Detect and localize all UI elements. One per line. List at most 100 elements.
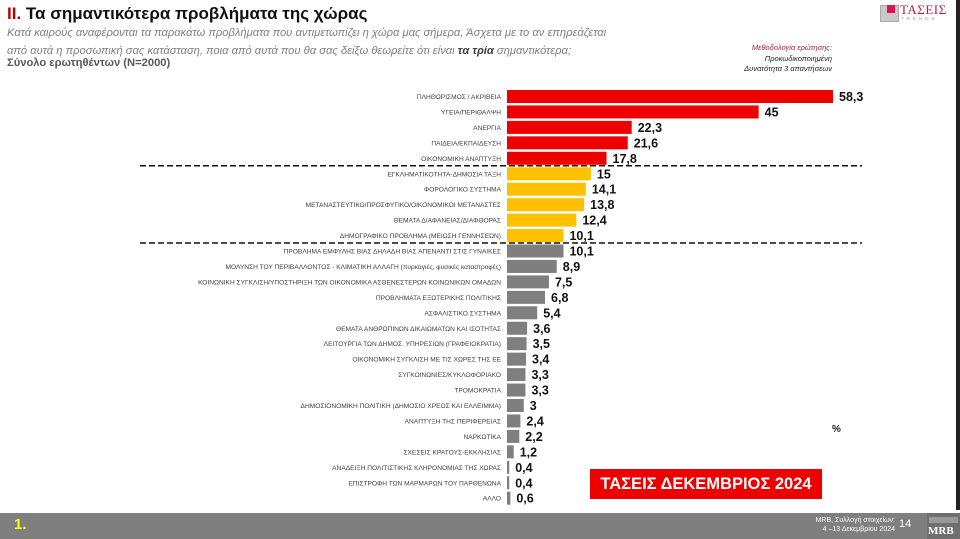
bar (507, 151, 607, 165)
bar (507, 352, 527, 366)
bar (507, 229, 564, 243)
category-label: ΕΓΚΛΗΜΑΤΙΚΟΤΗΤΑ-ΔΗΜΟΣΙΑ ΤΑΞΗ (387, 171, 501, 178)
sample-size: Σύνολο ερωτηθέντων (N=2000) (7, 57, 171, 69)
category-label: ΑΝΑΔΕΙΞΗ ΠΟΛΙΤΙΣΤΙΚΗΣ ΚΛΗΡΟΝΟΜΙΑΣ ΤΗΣ ΧΩ… (332, 465, 501, 472)
slide-number: 1. (14, 516, 27, 533)
value-label: 13,8 (590, 198, 614, 212)
bar (507, 120, 632, 134)
bar (507, 90, 833, 103)
bar (507, 337, 527, 351)
category-label: ΔΗΜΟΓΡΑΦΙΚΟ ΠΡΟΒΛΗΜΑ (ΜΕΙΩΣΗ ΓΕΝΝΗΣΕΩΝ) (340, 233, 501, 240)
category-label: ΥΓΕΙΑ/ΠΕΡΙΘΑΛΨΗ (441, 109, 501, 116)
category-label: ΝΑΡΚΩΤΙΚΑ (463, 434, 501, 441)
value-label: 3 (530, 399, 537, 413)
logo-tagline: TRENDS (901, 16, 938, 21)
bar (507, 383, 526, 397)
category-label: ΚΟΙΝΩΝΙΚΗ ΣΥΓΚΛΙΣΗ/ΥΠΟΣΤΗΡΙΞΗ ΤΩΝ ΟΙΚΟΝΟ… (198, 279, 501, 286)
category-label: ΣΧΕΣΕΙΣ ΚΡΑΤΟΥΣ-ΕΚΚΛΗΣΙΑΣ (403, 449, 501, 456)
bar (507, 414, 521, 428)
value-label: 17,8 (613, 152, 637, 166)
methodology-line-1: Προκωδικοποιημένη (764, 53, 832, 63)
value-label: 0,6 (516, 492, 533, 506)
section-number: II. (7, 4, 22, 23)
question-line-2-post: σημαντικότερα; (493, 45, 572, 57)
value-label: 3,4 (532, 353, 549, 367)
methodology-line-2: Δυνατότητα 3 απαντήσεων (744, 64, 832, 73)
category-label: ΜΕΤΑΝΑΣΤΕΥΤΙΚΟ/ΠΡΟΣΦΥΓΙΚΟ/ΟΙΚΟΝΟΜΙΚΟΙ ΜΕ… (306, 202, 501, 209)
bar (507, 445, 514, 459)
value-label: 0,4 (515, 476, 532, 490)
bar (507, 105, 759, 119)
bar (507, 167, 591, 181)
source-line-1: MRB, Συλλογή στοιχείων: (815, 517, 895, 524)
category-label: ΟΙΚΟΝΟΜΙΚΗ ΑΝΑΠΤΥΞΗ (421, 156, 501, 163)
question-line-2: από αυτά η προσωπική σας κατάσταση, ποια… (7, 42, 606, 60)
value-label: 3,6 (533, 322, 550, 336)
question-line-2-pre: από αυτά η προσωπική σας κατάσταση, ποια… (7, 45, 458, 57)
category-label: ΠΡΟΒΛΗΜΑΤΑ ΕΞΩΤΕΡΙΚΗΣ ΠΟΛΙΤΙΚΗΣ (376, 295, 501, 302)
value-label: 12,4 (582, 214, 606, 228)
question-text: Κατά καιρούς αναφέρονται τα παρακάτω προ… (7, 24, 606, 60)
category-label: ΔΗΜΟΣΙΟΝΟΜΙΚΗ ΠΟΛΙΤΙΚΗ (ΔΗΜΟΣΙΟ ΧΡΕΟΣ ΚΑ… (301, 403, 501, 410)
mrb-logo: MRB (927, 513, 960, 539)
value-label: 15 (597, 167, 611, 181)
value-label: 45 (765, 105, 779, 119)
bar (507, 213, 577, 227)
category-label: ΟΙΚΟΝΟΜΙΚΗ ΣΥΓΚΛΙΣΗ ΜΕ ΤΙΣ ΧΩΡΕΣ ΤΗΣ ΕΕ (352, 357, 501, 364)
unit-label: % (832, 424, 841, 435)
category-label: ΦΟΡΟΛΟΓΙΚΟ ΣΥΣΤΗΜΑ (424, 187, 502, 194)
category-label: ΠΡΟΒΛΗΜΑ ΕΜΦΥΛΗΣ ΒΙΑΣ ΔΗΛΑΔΗ ΒΙΑΣ ΑΠΕΝΑΝ… (284, 249, 501, 256)
value-label: 6,8 (551, 291, 568, 305)
bar (507, 491, 511, 505)
value-label: 3,3 (531, 368, 548, 382)
methodology-note: Μεθοδολογία ερώτησης: Προκωδικοποιημένη … (744, 43, 832, 75)
value-label: 58,3 (839, 90, 863, 104)
category-label: ΕΠΙΣΤΡΟΦΗ ΤΩΝ ΜΑΡΜΑΡΩΝ ΤΟΥ ΠΑΡΘΕΝΩΝΑ (348, 480, 501, 487)
bar (507, 259, 557, 273)
value-label: 7,5 (555, 275, 572, 289)
category-label: ΘΕΜΑΤΑ ΔΙΑΦΑΝΕΙΑΣ/ΔΙΑΦΘΟΡΑΣ (393, 218, 501, 225)
bar (507, 321, 528, 335)
value-label: 3,3 (531, 384, 548, 398)
category-label: ΑΝΑΠΤΥΞΗ ΤΗΣ ΠΕΡΙΦΕΡΕΙΑΣ (405, 418, 501, 425)
bar (507, 460, 510, 474)
category-label: ΑΛΛΟ (483, 496, 501, 503)
footer-bar: 1. MRB, Συλλογή στοιχείων: 4 –13 Δεκεμβρ… (0, 513, 960, 539)
value-label: 10,1 (569, 245, 593, 259)
tases-logo: ΤΑΣΕΙΣ TRENDS (880, 2, 950, 22)
value-label: 21,6 (634, 136, 658, 150)
category-label: ΑΝΕΡΓΙΑ (473, 125, 501, 132)
bar (507, 136, 628, 150)
category-label: ΛΕΙΤΟΥΡΓΙΑ ΤΩΝ ΔΗΜΟΣ. ΥΠΗΡΕΣΙΩΝ (ΓΡΑΦΕΙΟ… (324, 341, 501, 348)
category-label: ΘΕΜΑΤΑ ΑΝΘΡΩΠΙΝΩΝ ΔΙΚΑΙΩΜΑΤΩΝ ΚΑΙ ΙΣΟΤΗΤ… (336, 326, 501, 333)
bar (507, 290, 546, 304)
bar (507, 244, 564, 258)
value-label: 3,5 (533, 337, 550, 351)
page-title: II. Τα σημαντικότερα προβλήματα της χώρα… (7, 4, 367, 24)
category-label: ΠΛΗΘΩΡΙΣΜΟΣ / ΑΚΡΙΒΕΙΑ (417, 94, 502, 101)
value-label: 5,4 (543, 306, 560, 320)
value-label: 8,9 (563, 260, 580, 274)
category-label: ΜΟΛΥΝΣΗ ΤΟΥ ΠΕΡΙΒΑΛΛΟΝΤΟΣ - ΚΛΙΜΑΤΙΚΗ ΑΛ… (225, 263, 501, 271)
value-label: 10,1 (569, 229, 593, 243)
logo-accent-icon (887, 5, 895, 13)
bar (507, 476, 510, 490)
question-line-1: Κατά καιρούς αναφέρονται τα παρακάτω προ… (7, 27, 607, 39)
bar (507, 306, 538, 320)
right-edge-border (956, 0, 960, 510)
title-text: Τα σημαντικότερα προβλήματα της χώρας (25, 4, 368, 23)
value-label: 1,2 (520, 445, 537, 459)
source-line-2: 4 –13 Δεκεμβρίου 2024 (822, 526, 895, 533)
page-number: 14 (899, 518, 912, 530)
mrb-logo-bar-icon (929, 517, 958, 523)
category-label: ΑΣΦΑΛΙΣΤΙΚΟ ΣΥΣΤΗΜΑ (424, 310, 501, 317)
bar (507, 399, 524, 412)
wave-badge: ΤΑΣΕΙΣ ΔΕΚΕΜΒΡΙΟΣ 2024 (590, 469, 822, 499)
category-label: ΣΥΓΚΟΙΝΩΝΙΕΣ/ΚΥΚΛΟΦΟΡΙΑΚΟ (398, 372, 501, 379)
logo-name: ΤΑΣΕΙΣ (900, 2, 947, 17)
bar (507, 198, 585, 212)
category-label: ΠΑΙΔΕΙΑ/ΕΚΠΑΙΔΕΥΣΗ (431, 140, 501, 147)
bar (507, 429, 520, 443)
bar (507, 182, 586, 196)
value-label: 22,3 (638, 121, 662, 135)
